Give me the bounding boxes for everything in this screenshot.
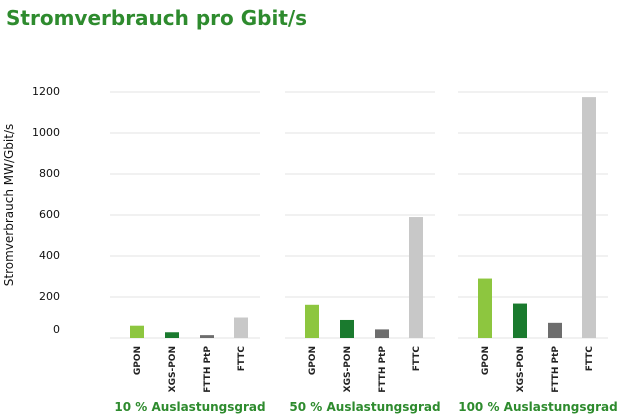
chart-title: Stromverbrauch pro Gbit/s — [6, 6, 308, 30]
bar-2-gpon — [305, 304, 319, 338]
group-label: 100 % Auslastungsgrad — [458, 400, 618, 414]
gridlines — [110, 91, 608, 339]
bar-1-fttc — [234, 317, 248, 338]
category-label: FTTH PtP — [551, 346, 561, 393]
category-label: XGS-PON — [516, 346, 526, 392]
category-label: FTTC — [585, 346, 595, 372]
bar-2-xgs-pon — [340, 319, 354, 338]
y-tick-label: 600 — [39, 208, 60, 221]
group-labels: 10 % Auslastungsgrad 50 % Auslastungsgrad… — [114, 400, 617, 414]
bar-3-fttc — [582, 97, 596, 338]
category-label: GPON — [133, 346, 143, 375]
category-label: FTTH PtP — [203, 346, 213, 393]
bar-3-xgs-pon — [513, 303, 527, 338]
y-tick-label: 1200 — [32, 85, 60, 98]
y-axis-label: Stromverbrauch MW/Gbit/s — [2, 124, 16, 286]
category-labels: GPON XGS-PON FTTH PtP FTTC GPON XGS-PON FTTH P… — [133, 346, 595, 393]
bar-2-fttc — [409, 217, 423, 338]
category-label: GPON — [481, 346, 491, 375]
y-tick-label: 200 — [39, 290, 60, 303]
bar-1-ftth-ptp — [200, 335, 214, 338]
bar-1-gpon — [130, 325, 144, 338]
bars — [130, 97, 596, 338]
y-tick-label: 400 — [39, 249, 60, 262]
bar-2-ftth-ptp — [375, 329, 389, 338]
category-label: XGS-PON — [168, 346, 178, 392]
bar-1-xgs-pon — [165, 332, 179, 338]
group-label: 50 % Auslastungsgrad — [289, 400, 440, 414]
category-label: GPON — [308, 346, 318, 375]
bar-3-ftth-ptp — [548, 322, 562, 338]
y-tick-label: 0 — [53, 323, 60, 336]
group-label: 10 % Auslastungsgrad — [114, 400, 265, 414]
category-label: FTTC — [237, 346, 247, 372]
y-tick-label: 800 — [39, 167, 60, 180]
y-tick-labels: 0 200 400 600 800 1000 1200 — [32, 85, 60, 336]
category-label: FTTC — [412, 346, 422, 372]
y-tick-label: 1000 — [32, 126, 60, 139]
bar-3-gpon — [478, 278, 492, 338]
category-label: XGS-PON — [343, 346, 353, 392]
category-label: FTTH PtP — [378, 346, 388, 393]
